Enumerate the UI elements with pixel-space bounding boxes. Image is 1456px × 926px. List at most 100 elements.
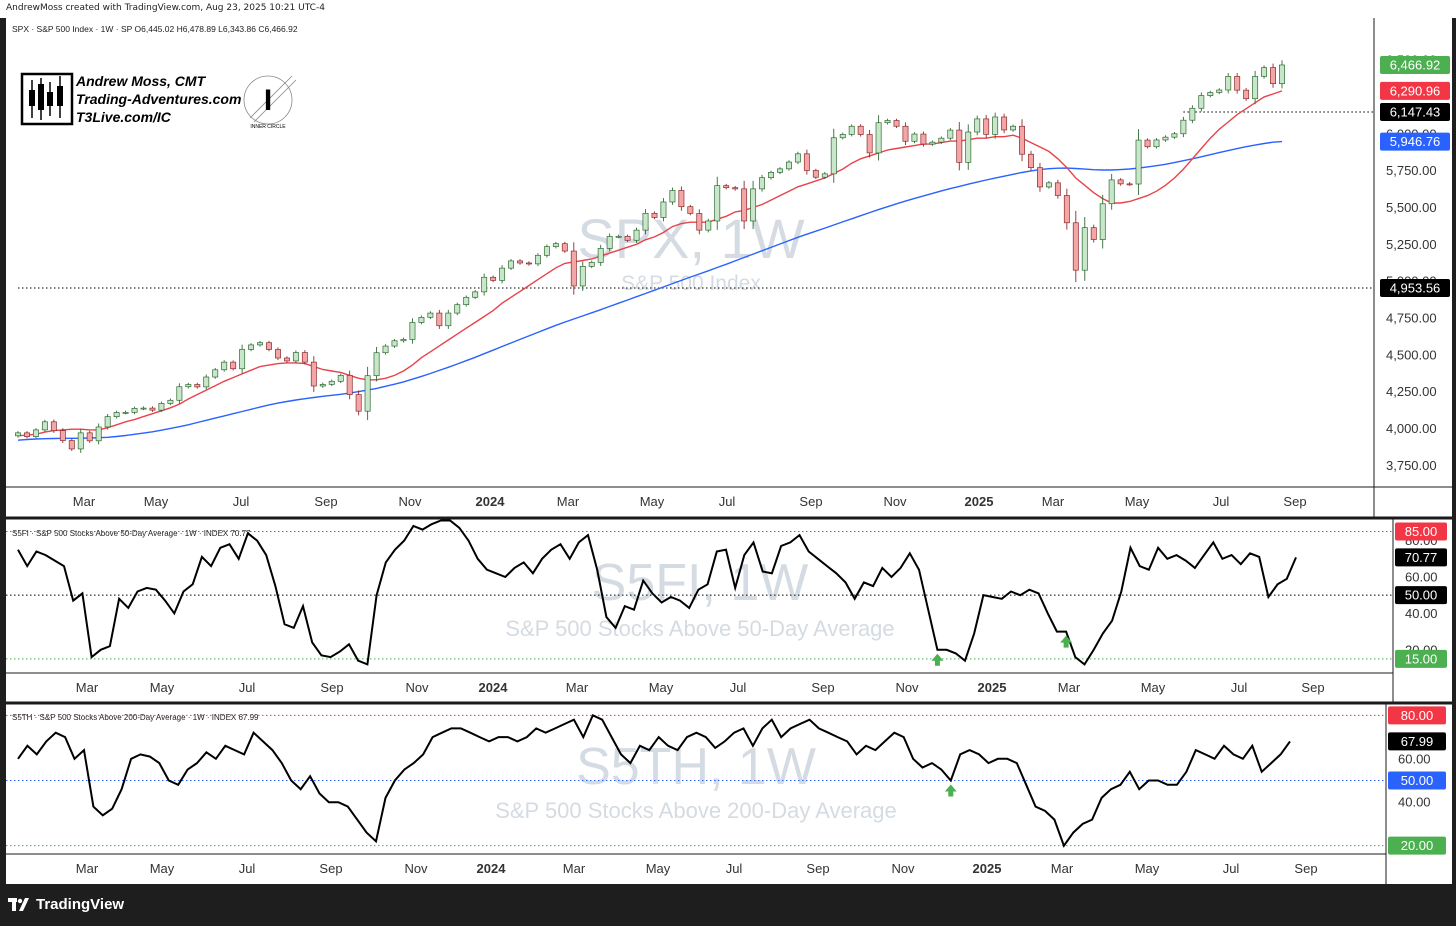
spx-candle[interactable] [534, 253, 541, 266]
spx-candle[interactable] [15, 431, 21, 438]
spx-candle[interactable] [1117, 178, 1124, 186]
chart-svg[interactable]: SPX · S&P 500 Index · 1W · SP O6,445.02 … [6, 18, 1452, 884]
spx-candle[interactable] [660, 198, 667, 222]
spx-candle[interactable] [920, 131, 927, 147]
spx-candles[interactable] [15, 60, 1285, 453]
spx-candle[interactable] [543, 244, 550, 258]
spx-candle[interactable] [490, 275, 497, 283]
spx-candle[interactable] [113, 410, 120, 419]
spx-candle[interactable] [328, 379, 335, 387]
s5th-price-tag[interactable]: 67.99 [1388, 732, 1446, 751]
spx-candle[interactable] [355, 390, 362, 416]
spx-candle[interactable] [606, 233, 613, 252]
spx-candle[interactable] [866, 129, 873, 158]
breadth-lines[interactable] [17, 519, 1297, 848]
spx-candle[interactable] [77, 428, 84, 453]
spx-candle[interactable] [472, 290, 479, 300]
spx-candle[interactable] [104, 414, 111, 430]
spx-candle[interactable] [1028, 150, 1034, 172]
spx-candle[interactable] [1270, 63, 1276, 88]
spx-candle[interactable] [1225, 73, 1232, 94]
spx-candle[interactable] [821, 172, 828, 179]
spx-candle[interactable] [830, 128, 837, 183]
spx-candle[interactable] [633, 227, 640, 243]
spx-candle[interactable] [615, 234, 622, 239]
spx-candle[interactable] [893, 118, 900, 129]
spx-candle[interactable] [499, 265, 506, 284]
spx-candle[interactable] [1054, 179, 1061, 199]
spx-price-tag[interactable]: 6,466.92 [1380, 55, 1450, 74]
spx-price-tag[interactable]: 6,147.43 [1380, 103, 1450, 122]
spx-candle[interactable] [1045, 181, 1052, 189]
spx-candle[interactable] [732, 185, 739, 191]
spx-candle[interactable] [266, 340, 272, 352]
spx-candle[interactable] [678, 186, 685, 211]
s5th-line[interactable] [17, 713, 1291, 848]
spx-candle[interactable] [947, 128, 954, 141]
spx-candle[interactable] [1162, 135, 1169, 142]
spx-candle[interactable] [929, 140, 936, 146]
spx-candle[interactable] [956, 122, 963, 171]
spx-candle[interactable] [517, 259, 523, 265]
spx-candle[interactable] [409, 318, 416, 344]
spx-candle[interactable] [768, 170, 774, 180]
spx-candle[interactable] [723, 183, 730, 190]
spx-candle[interactable] [714, 176, 721, 230]
spx-candle[interactable] [1010, 124, 1017, 132]
spx-candle[interactable] [239, 344, 246, 374]
spx-candle[interactable] [436, 309, 443, 329]
spx-candle[interactable] [257, 340, 263, 347]
spx-candle[interactable] [230, 360, 237, 371]
spx-candle[interactable] [696, 209, 703, 235]
spx-candle[interactable] [50, 419, 57, 433]
spx-candle[interactable] [68, 438, 75, 452]
spx-candle[interactable] [319, 382, 326, 388]
spx-candle[interactable] [1216, 88, 1223, 95]
spx-candle[interactable] [983, 115, 990, 139]
spx-candle[interactable] [1072, 210, 1079, 283]
spx-candle[interactable] [1189, 105, 1196, 124]
spx-candle[interactable] [687, 204, 694, 216]
s5fi-line[interactable] [17, 519, 1297, 666]
spx-candle[interactable] [310, 356, 317, 392]
spx-candle[interactable] [839, 132, 846, 140]
spx-candle[interactable] [794, 151, 801, 165]
spx-candle[interactable] [131, 406, 138, 415]
spx-candle[interactable] [418, 315, 425, 325]
spx-candle[interactable] [750, 180, 757, 230]
spx-candle[interactable] [1037, 162, 1043, 192]
spx-candle[interactable] [1126, 182, 1133, 186]
spx-price-tag[interactable]: 4,953.56 [1380, 278, 1450, 297]
spx-candle[interactable] [140, 406, 147, 411]
spx-candle[interactable] [579, 261, 586, 291]
spx-candle[interactable] [95, 423, 102, 445]
spx-candle[interactable] [526, 261, 532, 266]
spx-candle[interactable] [400, 337, 407, 343]
spx-candle[interactable] [508, 259, 514, 270]
spx-candle[interactable] [1171, 131, 1178, 139]
spx-candle[interactable] [597, 244, 604, 266]
spx-candle[interactable] [275, 347, 281, 361]
spx-candle[interactable] [41, 419, 48, 432]
spx-candle[interactable] [158, 401, 165, 412]
spx-candle[interactable] [812, 168, 819, 179]
s5fi-price-tag[interactable]: 70.77 [1395, 548, 1447, 567]
spx-candle[interactable] [1234, 73, 1241, 94]
spx-candle[interactable] [705, 218, 712, 233]
s5fi-price-tag[interactable]: 50.00 [1395, 586, 1447, 605]
spx-candle[interactable] [176, 383, 183, 404]
spx-candle[interactable] [391, 339, 398, 348]
spx-candle[interactable] [427, 311, 434, 320]
spx-candle[interactable] [803, 149, 810, 175]
spx-candle[interactable] [185, 382, 192, 389]
x-axes[interactable]: Mar May Jul Sep Nov 2024 Mar May Jul Sep Nov 2025 Ma… [73, 494, 1325, 876]
spx-candle[interactable] [463, 295, 470, 307]
spx-candle[interactable] [194, 382, 201, 389]
spx-candle[interactable] [382, 344, 389, 355]
spx-candle[interactable] [1144, 138, 1151, 149]
spx-candle[interactable] [122, 410, 129, 415]
spx-candle[interactable] [651, 211, 658, 220]
spx-candle[interactable] [167, 398, 174, 406]
s5fi-price-tag[interactable]: 85.00 [1395, 522, 1447, 541]
spx-candle[interactable] [875, 115, 882, 161]
